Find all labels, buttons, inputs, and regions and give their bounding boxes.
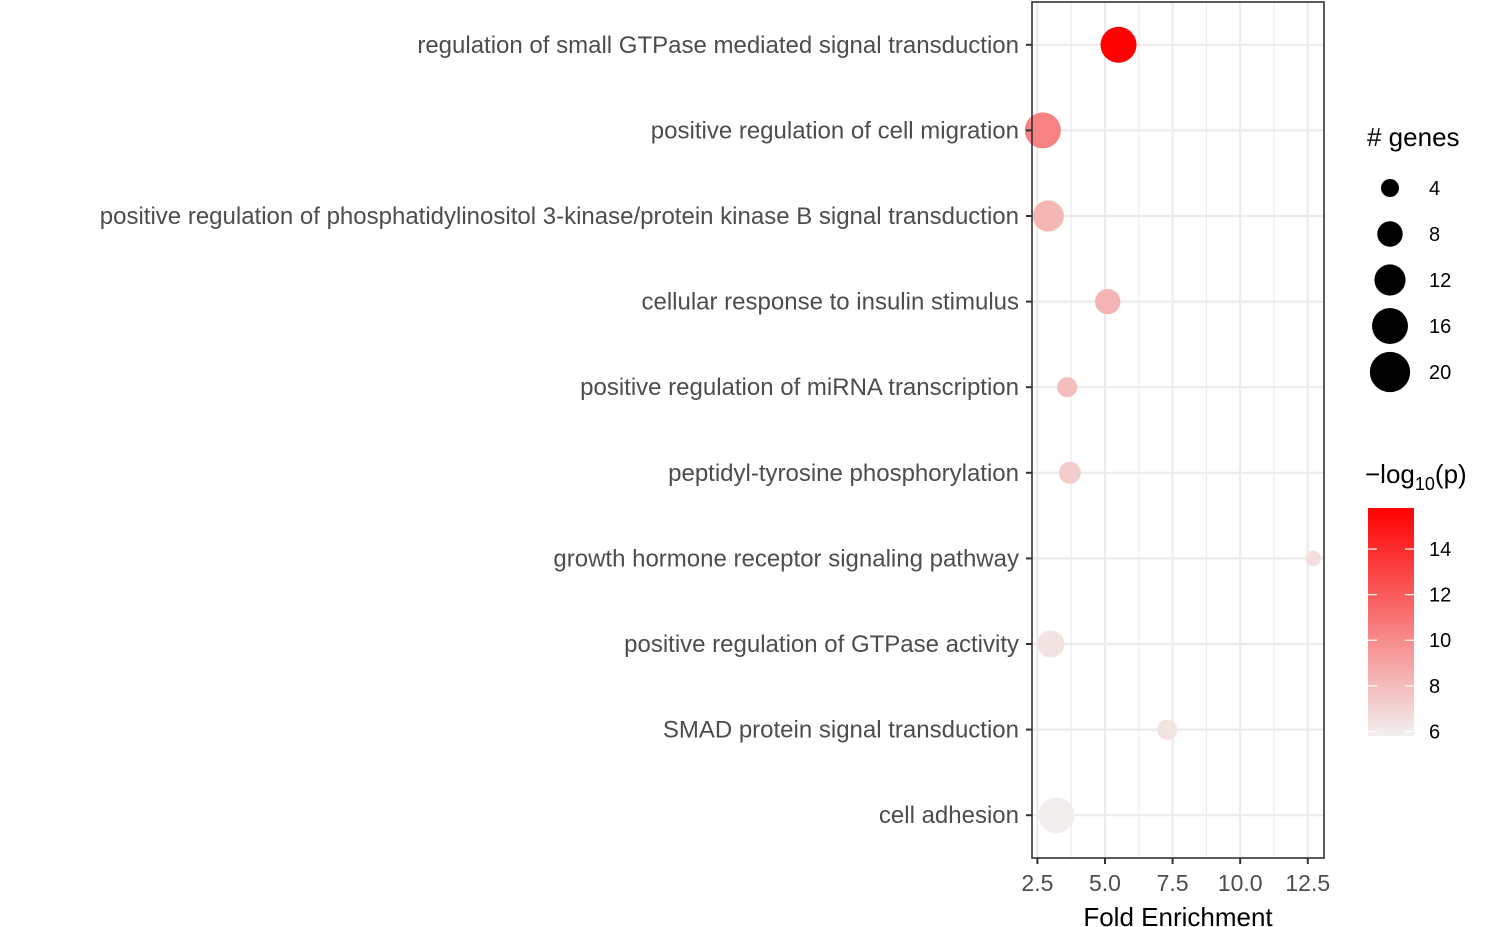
y-tick-label: positive regulation of phosphatidylinosi… — [100, 203, 1019, 230]
y-tick-label: positive regulation of miRNA transcripti… — [580, 374, 1019, 401]
plot-points — [1024, 26, 1321, 834]
size-legend-key — [1381, 179, 1399, 197]
y-tick-label: regulation of small GTPase mediated sign… — [417, 32, 1019, 59]
data-point — [1157, 719, 1178, 740]
data-point — [1037, 630, 1065, 658]
size-legend: # genes 4 8 12 16 20 — [1367, 122, 1460, 393]
size-legend-label: 8 — [1429, 224, 1440, 246]
plot-gridlines — [1032, 2, 1324, 858]
y-axis: regulation of small GTPase mediated sign… — [100, 32, 1032, 829]
colorbar-label: 10 — [1429, 630, 1451, 652]
data-point — [1032, 200, 1064, 232]
colorbar — [1368, 508, 1414, 736]
color-legend-title-prefix: −log — [1365, 459, 1415, 489]
size-legend-title: # genes — [1367, 122, 1460, 152]
size-legend-key — [1369, 351, 1411, 393]
data-point — [1057, 377, 1078, 398]
y-tick-label: peptidyl-tyrosine phosphorylation — [668, 460, 1019, 487]
y-tick-label: cellular response to insulin stimulus — [641, 289, 1019, 316]
data-point — [1094, 288, 1121, 315]
x-tick-label: 10.0 — [1218, 870, 1263, 896]
y-tick-label: cell adhesion — [879, 802, 1019, 829]
size-legend-label: 4 — [1429, 178, 1440, 200]
x-tick-label: 5.0 — [1089, 870, 1121, 896]
data-point — [1100, 26, 1137, 63]
x-tick-label: 7.5 — [1157, 870, 1189, 896]
colorbar-label: 6 — [1429, 721, 1440, 743]
size-legend-label: 12 — [1429, 270, 1451, 292]
data-point — [1038, 797, 1075, 834]
size-legend-label: 20 — [1429, 362, 1451, 384]
data-point — [1058, 461, 1081, 484]
size-legend-label: 16 — [1429, 316, 1451, 338]
size-legend-key — [1372, 308, 1408, 344]
x-tick-label: 2.5 — [1021, 870, 1053, 896]
color-legend-title: −log10(p) — [1365, 459, 1467, 494]
color-legend-title-suffix: (p) — [1435, 459, 1467, 489]
y-tick-label: SMAD protein signal transduction — [663, 717, 1019, 744]
x-axis-title: Fold Enrichment — [1083, 902, 1273, 927]
plot-panel-border — [1031, 1, 1325, 859]
y-tick-label: growth hormone receptor signaling pathwa… — [553, 545, 1019, 572]
x-axis: 2.5 5.0 7.5 10.0 12.5 — [1021, 858, 1330, 896]
colorbar-label: 12 — [1429, 585, 1451, 607]
x-tick-label: 12.5 — [1285, 870, 1330, 896]
colorbar-label: 14 — [1429, 539, 1451, 561]
colorbar-label: 8 — [1429, 676, 1440, 698]
data-point — [1024, 112, 1061, 149]
size-legend-key — [1374, 264, 1406, 296]
data-point — [1305, 550, 1321, 567]
size-legend-key — [1377, 221, 1403, 247]
y-tick-label: positive regulation of cell migration — [651, 117, 1019, 144]
y-tick-label: positive regulation of GTPase activity — [624, 631, 1019, 658]
color-legend-title-subscript: 10 — [1415, 474, 1435, 494]
